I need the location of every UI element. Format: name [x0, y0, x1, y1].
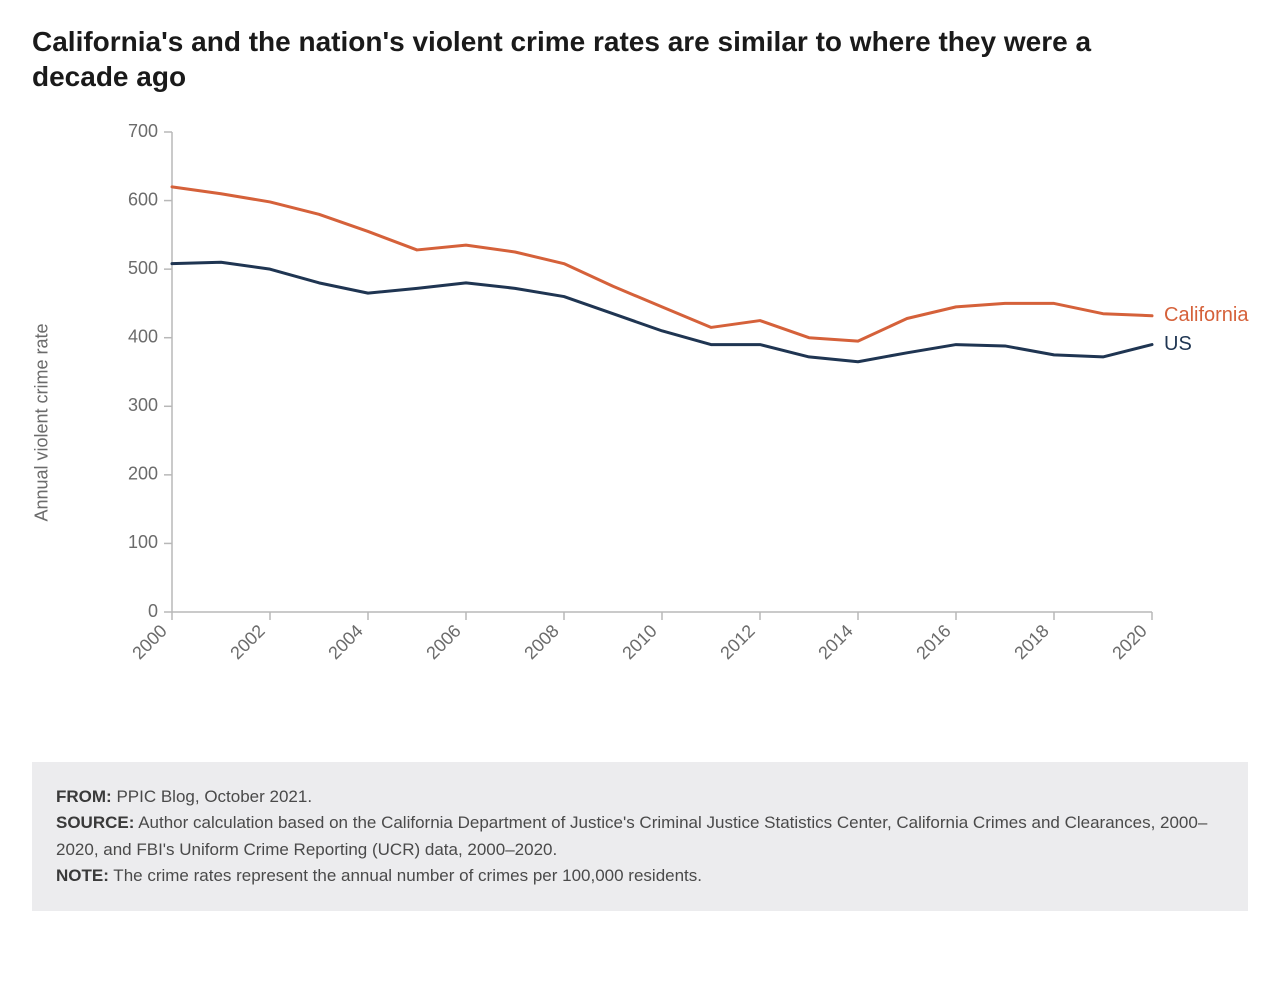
footnote-source: SOURCE: Author calculation based on the …	[56, 810, 1224, 863]
footnote-from-text: PPIC Blog, October 2021.	[112, 787, 312, 806]
footnote-box: FROM: PPIC Blog, October 2021. SOURCE: A…	[32, 762, 1248, 911]
footnote-note: NOTE: The crime rates represent the annu…	[56, 863, 1224, 889]
x-tick-label: 2008	[520, 621, 562, 663]
line-chart: 0 100 200 300 400 500 600 700 2000 2002 2004 2006 20…	[102, 122, 1280, 702]
chart-title: California's and the nation's violent cr…	[32, 24, 1112, 94]
series-label-california: California	[1164, 304, 1249, 326]
series-line-us	[172, 262, 1152, 361]
y-tick-label: 500	[128, 258, 158, 278]
x-tick-label: 2014	[814, 621, 856, 663]
y-tick-label: 300	[128, 395, 158, 415]
footnote-from-label: FROM:	[56, 787, 112, 806]
y-tick-label: 0	[148, 601, 158, 621]
footnote-source-label: SOURCE:	[56, 813, 134, 832]
x-tick-label: 2012	[716, 621, 758, 663]
y-tick-label: 200	[128, 464, 158, 484]
x-tick-label: 2004	[324, 621, 366, 663]
x-tick-label: 2010	[618, 621, 660, 663]
series-label-us: US	[1164, 333, 1192, 355]
x-tick-label: 2018	[1010, 621, 1052, 663]
chart-container: Annual violent crime rate 0 100 200 300 400 5…	[32, 122, 1248, 702]
footnote-note-text: The crime rates represent the annual num…	[109, 866, 702, 885]
footnote-note-label: NOTE:	[56, 866, 109, 885]
footnote-from: FROM: PPIC Blog, October 2021.	[56, 784, 1224, 810]
x-tick-label: 2020	[1108, 621, 1150, 663]
x-tick-label: 2016	[912, 621, 954, 663]
x-tick-label: 2006	[422, 621, 464, 663]
x-tick-label: 2002	[226, 621, 268, 663]
y-axis-title: Annual violent crime rate	[32, 323, 53, 521]
series-line-california	[172, 187, 1152, 341]
y-tick-label: 700	[128, 122, 158, 141]
y-tick-label: 400	[128, 326, 158, 346]
y-tick-label: 600	[128, 189, 158, 209]
footnote-source-text: Author calculation based on the Californ…	[56, 813, 1207, 858]
y-tick-label: 100	[128, 532, 158, 552]
x-tick-label: 2000	[128, 621, 170, 663]
